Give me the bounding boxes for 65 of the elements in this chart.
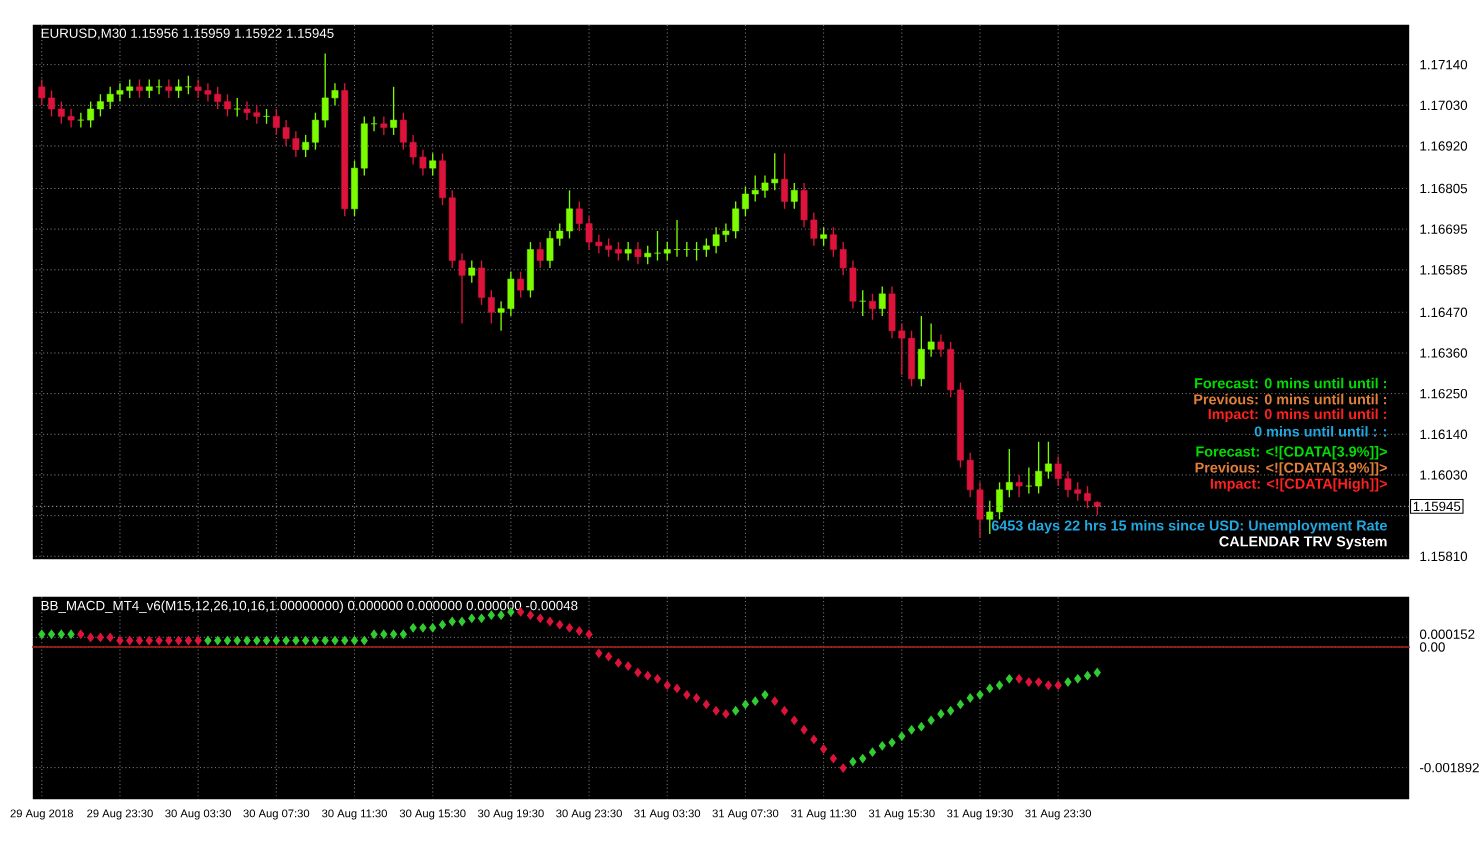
point xyxy=(546,616,554,627)
point xyxy=(790,715,798,725)
point xyxy=(1035,677,1043,687)
point xyxy=(155,636,163,646)
point xyxy=(175,636,183,646)
point xyxy=(106,632,114,642)
point xyxy=(644,671,652,681)
point xyxy=(135,636,144,646)
point xyxy=(526,610,534,620)
candlestick xyxy=(517,270,525,299)
point xyxy=(556,620,564,630)
point xyxy=(614,658,622,668)
point xyxy=(810,734,818,744)
point xyxy=(184,636,192,646)
point xyxy=(126,636,134,646)
candlestick xyxy=(536,241,544,269)
candlestick xyxy=(869,293,876,321)
point xyxy=(145,636,153,646)
candlestick xyxy=(380,115,388,136)
point xyxy=(722,709,730,719)
point xyxy=(800,725,808,735)
point xyxy=(1015,674,1023,684)
candlestick xyxy=(136,78,143,99)
point xyxy=(575,626,583,636)
candlestick xyxy=(429,152,437,177)
point xyxy=(565,623,574,633)
point xyxy=(673,683,681,693)
point xyxy=(595,648,603,658)
point xyxy=(653,674,662,684)
point xyxy=(634,667,642,678)
point xyxy=(829,754,837,764)
point xyxy=(87,632,95,642)
candlestick xyxy=(165,78,173,99)
point xyxy=(1044,680,1052,690)
point xyxy=(585,629,593,639)
candlestick xyxy=(790,182,798,210)
candlestick xyxy=(390,86,398,136)
point xyxy=(839,763,847,773)
candlestick xyxy=(820,226,828,247)
point xyxy=(605,652,613,662)
point xyxy=(536,613,544,623)
point xyxy=(1025,677,1033,687)
point xyxy=(702,699,710,709)
point xyxy=(624,661,632,671)
candlestick xyxy=(624,241,632,262)
candlestick xyxy=(468,259,476,284)
point xyxy=(683,690,691,700)
point xyxy=(1054,680,1062,690)
point xyxy=(780,706,789,716)
point xyxy=(77,629,85,639)
candlestick xyxy=(1015,474,1023,498)
candlestick xyxy=(233,97,241,118)
candlestick xyxy=(527,241,534,299)
point xyxy=(693,693,701,703)
candlestick xyxy=(878,285,886,317)
point xyxy=(116,636,124,646)
point xyxy=(165,636,173,646)
candlestick xyxy=(634,241,642,265)
point xyxy=(820,744,828,754)
point xyxy=(712,706,720,716)
point xyxy=(194,636,202,646)
point xyxy=(771,696,779,706)
candlestick xyxy=(781,152,788,210)
point xyxy=(663,680,671,690)
point xyxy=(96,632,104,642)
